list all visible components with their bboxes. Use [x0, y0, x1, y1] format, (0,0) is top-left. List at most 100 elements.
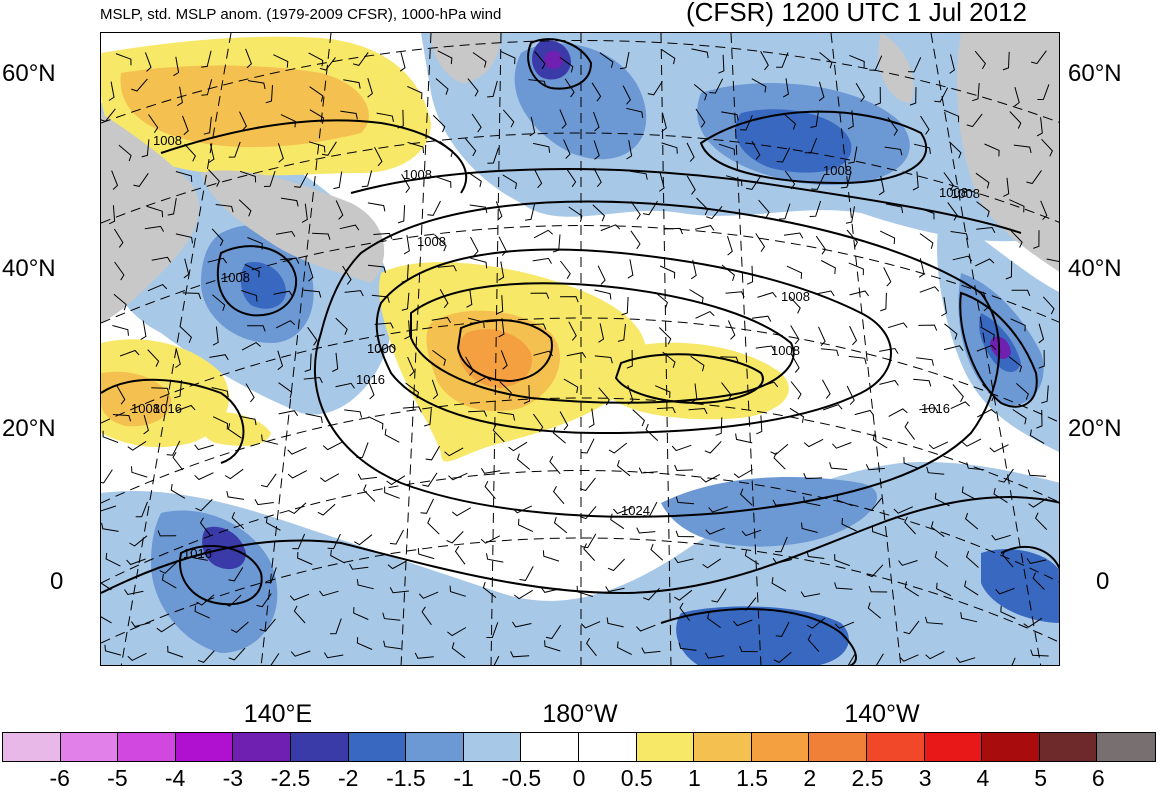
colorbar-swatch [694, 733, 752, 761]
wind-barb [619, 51, 630, 70]
wind-barb [819, 52, 833, 69]
isobar-label: 1008 [417, 234, 446, 249]
wind-barb [744, 549, 760, 565]
wind-barb [389, 587, 409, 594]
wind-barb [960, 612, 978, 623]
wind-barb [319, 473, 340, 483]
wind-barb [101, 582, 112, 591]
wind-barb [815, 290, 835, 297]
wind-barb [725, 175, 743, 187]
wind-barb [559, 411, 569, 431]
wind-barb [195, 499, 213, 512]
wind-barb [502, 174, 518, 190]
colorbar-tick-label: -5 [107, 765, 128, 791]
wind-barb [437, 50, 453, 65]
wind-barb [534, 51, 546, 70]
wind-barb [866, 564, 884, 578]
wind-barb [834, 554, 850, 567]
wind-barb [384, 486, 400, 499]
wind-barb [976, 201, 990, 218]
wind-barb [806, 550, 825, 559]
wind-barb [427, 200, 441, 216]
wind-barb [329, 618, 342, 635]
wind-barb [148, 114, 159, 133]
wind-barb [356, 442, 369, 458]
wind-barb [772, 557, 793, 564]
wind-barb [821, 379, 831, 399]
wind-barb [241, 341, 261, 351]
lon-label-180w: 180°W [542, 700, 618, 728]
wind-barb [552, 486, 565, 505]
wind-barb [297, 551, 313, 565]
wind-barb [182, 115, 189, 136]
wind-barb [568, 206, 583, 223]
wind-barb [606, 617, 624, 628]
wind-barb [226, 490, 244, 500]
wind-barb [868, 585, 888, 593]
wind-barb [273, 54, 289, 68]
wind-barb [776, 52, 789, 68]
wind-barb [486, 622, 499, 638]
colorbar-tick-label: 3 [918, 765, 932, 791]
wind-barb [101, 108, 116, 122]
wind-barb [705, 527, 725, 535]
wind-barb [1038, 323, 1045, 344]
wind-barb [879, 230, 896, 245]
subtitle: MSLP, std. MSLP anom. (1979-2009 CFSR), … [100, 6, 502, 23]
wind-barb [563, 139, 571, 159]
wind-barb [427, 517, 440, 535]
wind-barb [790, 353, 800, 373]
wind-barb [809, 200, 822, 217]
wind-barb [273, 290, 293, 297]
wind-barb [131, 466, 148, 478]
wind-barb [361, 170, 373, 188]
wind-barb [771, 577, 787, 592]
isobar-label: 1016 [356, 372, 385, 387]
wind-barb [1023, 617, 1043, 628]
wind-barb [183, 258, 190, 279]
wind-barb [399, 52, 406, 72]
wind-barb [156, 622, 176, 633]
wind-barb [454, 546, 466, 565]
wind-barb [972, 82, 980, 102]
wind-barb [144, 225, 165, 232]
wind-barb [335, 382, 355, 389]
wind-barb [549, 456, 561, 475]
colorbar-swatch [578, 733, 637, 761]
wind-barb [130, 621, 151, 628]
wind-barb [127, 440, 147, 451]
wind-barb [989, 444, 1009, 453]
wind-barb [638, 467, 658, 474]
colorbar-swatch [175, 733, 234, 761]
wind-barb [950, 401, 970, 410]
wind-barb [101, 505, 117, 512]
wind-barb [308, 141, 326, 153]
wind-barb [840, 171, 852, 189]
wind-barb [356, 579, 374, 590]
colorbar-tick-label: 6 [1091, 765, 1105, 791]
wind-barb [510, 651, 530, 658]
wind-barb [598, 387, 610, 406]
wind-barb [846, 385, 855, 406]
wind-barb [1041, 138, 1053, 157]
wind-barb [545, 624, 562, 640]
wind-barb [804, 137, 818, 154]
wind-barb [344, 409, 363, 418]
isobar-label: 1008 [939, 185, 968, 200]
wind-barb [167, 198, 177, 216]
wind-barb [115, 53, 132, 66]
wind-barb [836, 494, 853, 507]
wind-barb [904, 421, 916, 440]
wind-barb [964, 580, 979, 596]
lat-label-left-20n: 20°N [2, 415, 56, 442]
wind-barb [403, 235, 410, 255]
wind-barb [605, 586, 625, 593]
wind-barb [212, 416, 229, 430]
wind-barb [688, 407, 708, 415]
isobar-label: 1008 [823, 163, 852, 178]
wind-barb [849, 325, 858, 346]
wind-barb [397, 205, 406, 224]
wind-barb [694, 225, 715, 231]
wind-barb [342, 265, 352, 285]
wind-barb [820, 260, 836, 274]
